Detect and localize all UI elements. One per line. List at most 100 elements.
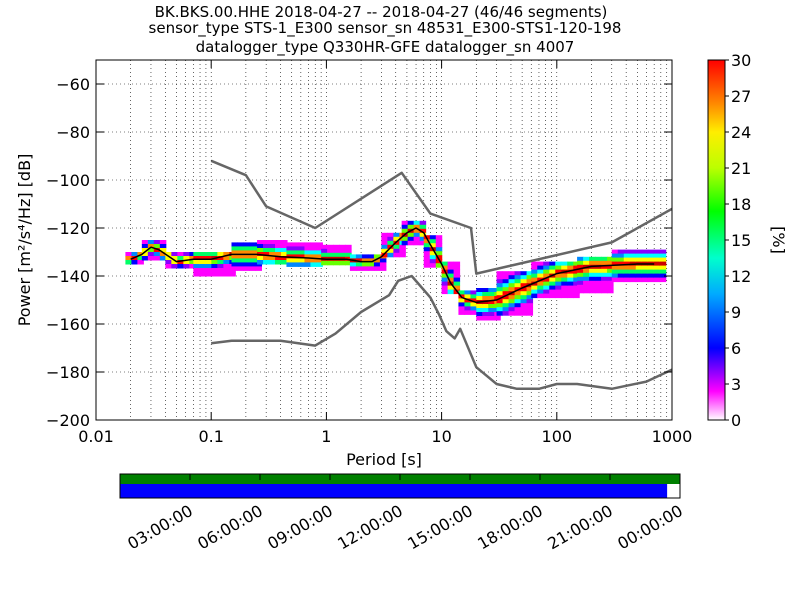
heatmap-cell <box>488 296 495 301</box>
heatmap-cell <box>476 312 483 317</box>
heatmap-cell <box>231 250 238 255</box>
heatmap-cell <box>464 298 471 303</box>
heatmap-cell <box>476 288 483 293</box>
heatmap-cell <box>641 273 649 279</box>
heatmap-cell <box>321 260 328 266</box>
heatmap-cell <box>310 246 317 251</box>
coverage-tick-label: 06:00:00 <box>194 501 266 553</box>
heatmap-cell <box>617 277 625 283</box>
heatmap-cell <box>125 260 132 265</box>
heatmap-cell <box>217 260 224 265</box>
heatmap-cell <box>601 268 608 274</box>
heatmap-cell <box>508 311 516 316</box>
heatmap-cell <box>165 252 172 257</box>
heatmap-cell <box>543 277 550 283</box>
heatmap-cell <box>286 258 293 263</box>
colorbar-tick-label: 21 <box>731 159 751 178</box>
heatmap-cell <box>373 262 381 267</box>
heatmap-cell <box>629 273 637 279</box>
heatmap-cell <box>205 264 212 269</box>
heatmap-cell <box>659 261 667 267</box>
heatmap-cell <box>217 268 224 273</box>
heatmap-cell <box>237 266 244 271</box>
heatmap-cell <box>607 256 614 262</box>
heatmap-cell <box>381 236 388 242</box>
heatmap-cell <box>193 264 200 269</box>
heatmap-cell <box>607 288 614 294</box>
heatmap-cell <box>193 260 200 265</box>
heatmap-cell <box>243 258 250 263</box>
heatmap-cell <box>292 246 299 251</box>
heatmap-cell <box>514 299 522 304</box>
heatmap-cell <box>601 264 608 270</box>
heatmap-cell <box>193 256 200 261</box>
heatmap-cell <box>257 240 264 245</box>
heatmap-cell <box>447 269 455 275</box>
heatmap-cell <box>257 256 264 261</box>
heatmap-cell <box>583 276 590 282</box>
heatmap-cell <box>508 303 516 308</box>
colorbar-tick-label: 9 <box>731 303 741 322</box>
y-tick-label: −200 <box>46 411 90 430</box>
heatmap-cell <box>441 285 449 291</box>
heatmap-cell <box>223 256 230 261</box>
heatmap-cell <box>659 269 667 275</box>
y-tick-label: −140 <box>46 267 90 286</box>
heatmap-cell <box>573 277 580 283</box>
coverage-tick-label: 15:00:00 <box>404 501 476 553</box>
heatmap-cell <box>607 272 614 278</box>
heatmap-cell <box>379 266 387 271</box>
heatmap-cell <box>141 256 149 261</box>
heatmap-cell <box>543 289 550 295</box>
heatmap-cell <box>601 276 608 282</box>
heatmap-cell <box>165 260 172 265</box>
heatmap-cell <box>399 248 406 254</box>
coverage-tick-label: 21:00:00 <box>544 501 616 553</box>
colorbar-tick-label: 30 <box>731 51 751 70</box>
heatmap-cell <box>659 273 667 279</box>
heatmap-cell <box>453 285 461 291</box>
colorbar-ticks: 0 3 6 9 12 15 18 21 24 27 30 <box>725 51 751 430</box>
heatmap-cell <box>567 293 574 299</box>
y-axis-ticks: −60 −80 −100 −120 −140 −160 −180 −200 <box>46 75 672 430</box>
heatmap-cell <box>537 261 544 267</box>
coverage-tick-label: 12:00:00 <box>334 501 406 553</box>
heatmap-cell <box>249 266 256 271</box>
x-tick-label: 100 <box>542 427 573 446</box>
heatmap-cell <box>159 244 167 249</box>
heatmap-cell <box>611 273 619 279</box>
heatmap-cell <box>494 316 501 321</box>
heatmap-cell <box>419 220 427 226</box>
heatmap-cell <box>441 289 449 295</box>
heatmap-cell <box>635 269 643 275</box>
heatmap-cell <box>199 252 206 257</box>
heatmap-cell <box>514 311 522 316</box>
heatmap-cell <box>257 260 264 265</box>
heatmap-cell <box>470 302 477 307</box>
heatmap-cell <box>583 256 590 262</box>
heatmap-cell <box>482 312 489 317</box>
heatmap-cell <box>249 262 256 267</box>
y-tick-label: −160 <box>46 315 90 334</box>
heatmap-cell <box>249 246 256 251</box>
heatmap-cell <box>531 269 538 275</box>
heatmap-cell <box>526 307 534 312</box>
heatmap-cell <box>577 260 584 266</box>
heatmap-cell <box>286 250 293 255</box>
heatmap-cell <box>502 295 510 300</box>
heatmap-cell <box>231 254 238 259</box>
heatmap-cell <box>496 295 504 300</box>
heatmap-cell <box>531 273 538 279</box>
plot-frame <box>95 59 673 421</box>
heatmap-cell <box>659 265 667 271</box>
heatmap-cell <box>601 280 608 286</box>
heatmap-cell <box>316 262 323 267</box>
heatmap-cell <box>607 284 614 290</box>
heatmap-cell <box>401 240 409 246</box>
heatmap-cell <box>447 273 455 279</box>
heatmap-cell <box>435 239 443 244</box>
heatmap-cell <box>595 284 602 290</box>
heatmap-cell <box>537 285 544 291</box>
heatmap-cell <box>263 248 270 253</box>
heatmap-cell <box>635 273 643 279</box>
